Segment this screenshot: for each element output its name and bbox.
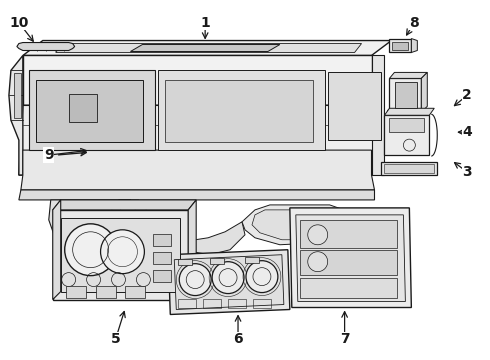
Text: 7: 7: [340, 332, 349, 346]
Polygon shape: [29, 71, 155, 150]
Bar: [210, 258, 224, 264]
Bar: [66, 285, 86, 298]
Polygon shape: [119, 200, 185, 255]
Text: 1: 1: [200, 15, 210, 30]
Text: 5: 5: [111, 332, 121, 346]
Text: 4: 4: [462, 125, 472, 139]
Polygon shape: [53, 200, 61, 300]
Circle shape: [179, 264, 211, 296]
Text: 8: 8: [410, 15, 419, 30]
Bar: [165, 80, 313, 142]
Polygon shape: [296, 215, 405, 302]
Bar: [228, 298, 246, 307]
Text: 10: 10: [9, 15, 28, 30]
Bar: [125, 285, 146, 298]
Bar: [36, 80, 144, 142]
Polygon shape: [17, 42, 74, 50]
Polygon shape: [19, 190, 374, 200]
Bar: [178, 298, 196, 307]
Polygon shape: [53, 200, 196, 210]
Bar: [153, 252, 172, 264]
Bar: [385, 164, 434, 173]
Circle shape: [65, 224, 117, 276]
Text: 3: 3: [463, 165, 472, 179]
Polygon shape: [188, 200, 196, 300]
Polygon shape: [23, 41, 392, 55]
Polygon shape: [382, 162, 437, 175]
Bar: [14, 73, 21, 118]
Polygon shape: [53, 210, 188, 300]
Polygon shape: [158, 71, 325, 150]
Circle shape: [308, 225, 328, 245]
Polygon shape: [23, 55, 371, 105]
Circle shape: [308, 252, 328, 272]
Polygon shape: [174, 255, 284, 310]
Bar: [395, 82, 417, 108]
Polygon shape: [252, 210, 352, 240]
Polygon shape: [390, 39, 412, 53]
Polygon shape: [9, 55, 23, 175]
Polygon shape: [49, 200, 122, 252]
Bar: [253, 298, 271, 307]
Bar: [245, 257, 259, 263]
Bar: [61, 218, 180, 292]
Bar: [153, 234, 172, 246]
Polygon shape: [388, 110, 424, 118]
Circle shape: [246, 261, 278, 293]
Bar: [300, 278, 397, 298]
Polygon shape: [390, 78, 421, 112]
Bar: [69, 94, 97, 122]
Bar: [96, 285, 116, 298]
Bar: [390, 118, 424, 132]
Text: 9: 9: [44, 148, 53, 162]
Bar: [203, 298, 221, 307]
Bar: [392, 41, 408, 50]
Polygon shape: [57, 205, 115, 246]
Bar: [300, 220, 397, 248]
Polygon shape: [130, 45, 280, 51]
Polygon shape: [168, 250, 290, 315]
Polygon shape: [290, 208, 412, 307]
Circle shape: [212, 262, 244, 293]
Text: 2: 2: [462, 88, 472, 102]
Polygon shape: [412, 39, 417, 53]
Polygon shape: [385, 108, 434, 115]
Polygon shape: [19, 105, 374, 175]
Polygon shape: [21, 150, 374, 190]
Polygon shape: [390, 72, 427, 78]
Circle shape: [100, 230, 145, 274]
Polygon shape: [385, 115, 429, 155]
Bar: [392, 41, 408, 49]
Bar: [300, 250, 397, 275]
Polygon shape: [371, 55, 385, 175]
Bar: [178, 259, 192, 265]
Polygon shape: [242, 205, 360, 245]
Text: 6: 6: [233, 332, 243, 346]
Polygon shape: [56, 44, 362, 53]
Bar: [153, 270, 172, 282]
Polygon shape: [328, 72, 382, 140]
Polygon shape: [185, 222, 245, 255]
Polygon shape: [421, 72, 427, 112]
